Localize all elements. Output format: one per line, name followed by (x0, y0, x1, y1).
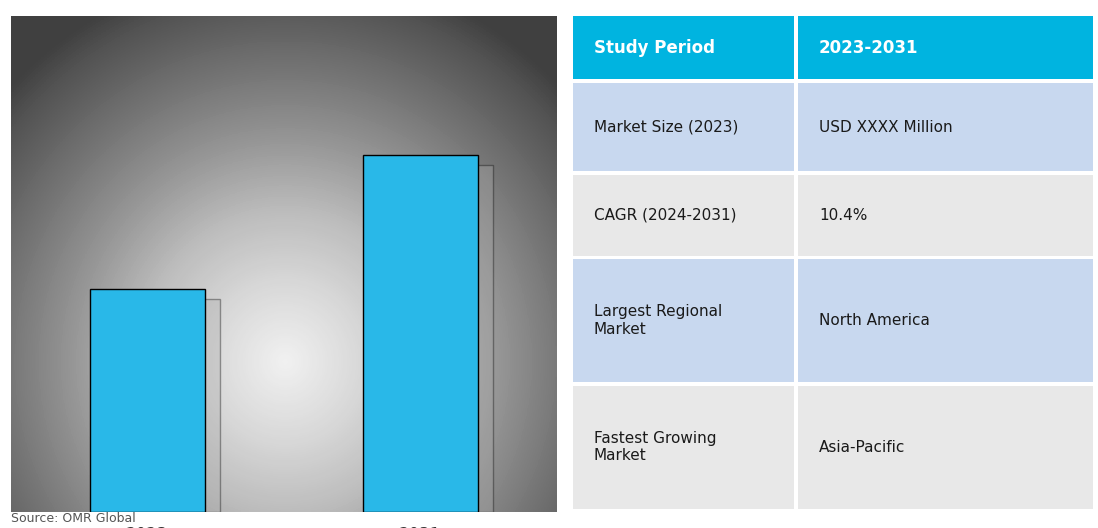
Bar (573, 385, 795, 508)
FancyBboxPatch shape (90, 289, 204, 512)
Bar (798, 83, 1093, 171)
Text: Study Period: Study Period (594, 39, 715, 56)
FancyBboxPatch shape (105, 299, 220, 512)
Text: Source: OMR Global: Source: OMR Global (11, 512, 136, 525)
Text: USD XXXX Million: USD XXXX Million (819, 119, 952, 135)
Text: 10.4%: 10.4% (819, 208, 867, 223)
Text: Market Size (2023): Market Size (2023) (594, 119, 738, 135)
Bar (573, 16, 795, 79)
Bar (798, 385, 1093, 508)
Text: CAGR (2024-2031): CAGR (2024-2031) (594, 208, 736, 223)
Text: Fastest Growing
Market: Fastest Growing Market (594, 431, 716, 464)
Bar (798, 259, 1093, 382)
Bar (798, 175, 1093, 256)
Text: 2023-2031: 2023-2031 (819, 39, 918, 56)
Bar (573, 259, 795, 382)
Text: North America: North America (819, 313, 930, 328)
Bar (573, 175, 795, 256)
FancyBboxPatch shape (363, 155, 478, 512)
Text: Asia-Pacific: Asia-Pacific (819, 440, 905, 455)
Text: Largest Regional
Market: Largest Regional Market (594, 304, 721, 337)
FancyBboxPatch shape (378, 165, 493, 512)
Bar (573, 83, 795, 171)
Bar (798, 16, 1093, 79)
